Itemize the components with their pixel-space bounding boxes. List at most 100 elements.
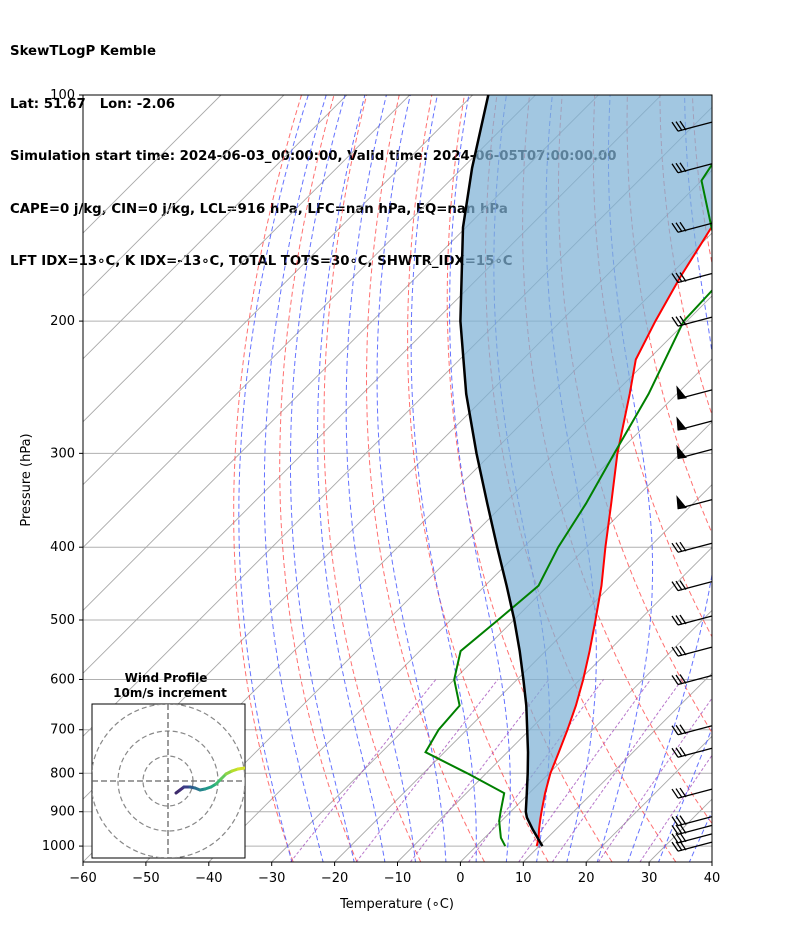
dry-adiabat	[790, 95, 794, 862]
y-tick-label: 500	[50, 613, 75, 628]
barb-feather	[679, 315, 687, 326]
isotherm-line	[397, 546, 712, 862]
wind-barb	[671, 315, 713, 327]
moist-adiabat	[720, 95, 794, 864]
barb-feather	[671, 121, 679, 132]
isotherm-line	[83, 95, 411, 423]
barb-feather	[671, 615, 679, 626]
barb-feather	[675, 580, 683, 591]
barb-staff	[677, 841, 713, 852]
barb-feather	[671, 316, 679, 327]
barb-feather	[675, 272, 683, 283]
barb-feather	[675, 824, 683, 835]
barb-feather	[679, 832, 687, 843]
barb-feather	[671, 816, 679, 827]
isotherm-line	[334, 483, 712, 862]
y-tick-label: 800	[50, 766, 75, 781]
barb-feather	[675, 162, 683, 173]
mixing-ratio-line	[597, 697, 712, 862]
cin-shaded-area	[460, 95, 712, 847]
barb-pennant	[676, 495, 687, 510]
wind-barb	[671, 580, 713, 592]
dry-adiabat	[725, 95, 794, 862]
barb-feather	[675, 222, 683, 233]
barb-feather	[675, 615, 683, 625]
wind-barb	[676, 444, 713, 459]
isotherm-line	[271, 421, 712, 862]
moist-adiabat	[238, 95, 309, 862]
barb-staff	[677, 646, 713, 657]
dewpoint-line	[424, 162, 712, 847]
inset-title: Wind Profile	[125, 671, 208, 685]
wind-barb	[671, 221, 713, 233]
dry-adiabat	[279, 95, 358, 862]
barb-staff	[677, 272, 713, 284]
barb-staff	[677, 788, 713, 799]
x-tick-label: 40	[704, 871, 721, 886]
barb-feather	[675, 815, 683, 826]
barb-feather	[675, 841, 683, 851]
x-tick-label: −10	[384, 871, 411, 886]
barb-staff	[677, 542, 713, 553]
barb-feather	[679, 645, 687, 656]
hodograph-segment	[236, 766, 245, 771]
barb-feather	[675, 674, 683, 685]
wind-barb	[671, 746, 713, 758]
wind-barb	[676, 385, 713, 400]
dry-adiabat	[365, 95, 485, 862]
barb-feather	[671, 841, 679, 852]
moist-adiabat	[316, 95, 386, 862]
y-tick-label: 200	[50, 314, 75, 329]
barb-feather	[675, 646, 683, 656]
barb-feather	[679, 724, 687, 735]
barb-feather	[675, 724, 683, 735]
isotherm-line	[83, 95, 222, 234]
isotherm-line	[83, 95, 473, 486]
moist-adiabat	[627, 95, 712, 862]
y-tick-label: 700	[50, 723, 75, 738]
barb-feather	[679, 541, 687, 552]
x-tick-label: −60	[69, 871, 96, 886]
barb-feather	[671, 824, 679, 835]
parcel-line	[459, 95, 544, 847]
barb-pennant	[676, 444, 687, 459]
barb-feather	[675, 121, 683, 131]
barb-staff	[677, 121, 713, 132]
x-tick-label: 0	[456, 871, 464, 886]
wind-barb	[676, 495, 713, 510]
isotherm-line	[522, 672, 712, 862]
barb-staff	[677, 816, 713, 827]
barb-feather	[671, 788, 679, 799]
title-station: SkewTLogP Kemble	[10, 44, 156, 59]
temperature-line	[535, 224, 712, 847]
y-tick-label: 100	[50, 88, 75, 103]
barb-staff	[677, 824, 713, 835]
dry-adiabat	[758, 95, 794, 862]
x-tick-label: −50	[132, 871, 159, 886]
mixing-ratio-line	[355, 679, 499, 862]
wind-barb	[671, 272, 713, 284]
barb-feather	[671, 222, 679, 233]
wind-barb	[671, 614, 713, 626]
wind-barb	[671, 832, 713, 844]
dry-adiabat	[323, 95, 422, 862]
y-axis-label: Pressure (hPa)	[19, 433, 34, 526]
barb-feather	[671, 273, 679, 283]
mixing-ratio-line	[639, 754, 712, 862]
barb-feather	[671, 833, 679, 844]
barb-feather	[671, 646, 679, 657]
barb-feather	[679, 221, 687, 232]
barb-feather	[671, 542, 679, 553]
barb-feather	[671, 163, 679, 174]
moist-adiabat	[263, 95, 327, 862]
wind-barb	[671, 823, 713, 835]
moist-adiabat	[345, 95, 417, 862]
barb-staff	[677, 674, 713, 686]
dry-adiabat	[446, 95, 613, 862]
wind-barb	[671, 787, 713, 799]
y-tick-label: 900	[50, 805, 75, 820]
barb-feather	[679, 614, 687, 625]
barb-feather	[679, 823, 687, 834]
barb-feather	[679, 162, 687, 173]
